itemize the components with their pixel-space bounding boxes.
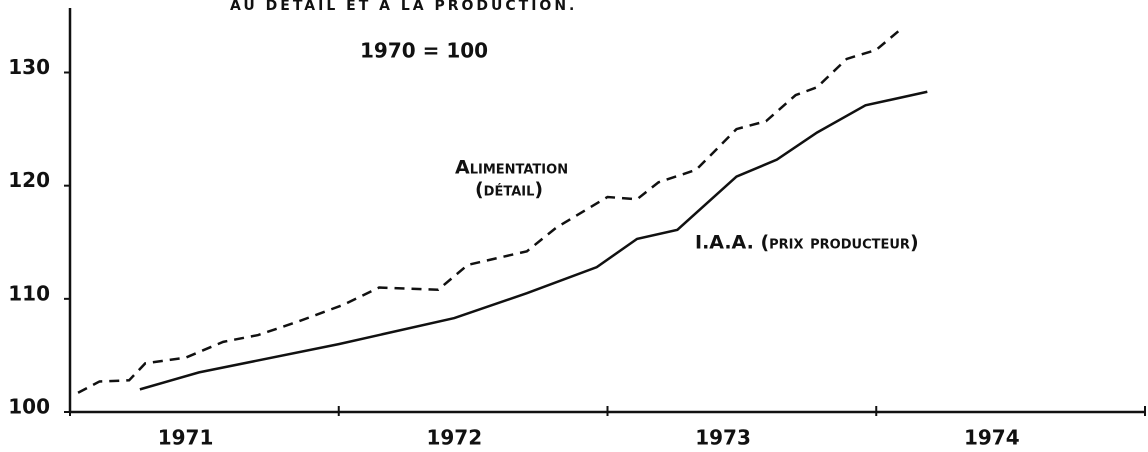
y-tick-label: 120: [8, 168, 50, 192]
x-category-label: 1974: [964, 426, 1020, 450]
x-category-label: 1973: [695, 426, 751, 450]
line: [139, 90, 928, 391]
line: [77, 28, 902, 394]
series-label: I.A.A. (prix producteur): [695, 232, 919, 254]
chart-subtitle: 1970 = 100: [360, 39, 488, 63]
y-tick-label: 110: [8, 281, 50, 305]
x-category-label: 1972: [426, 426, 482, 450]
x-category-label: 1971: [158, 426, 214, 450]
series-label: (détail): [475, 179, 543, 201]
chart-title: AU DÉTAIL ET À LA PRODUCTION.: [230, 0, 577, 14]
y-tick-label: 130: [8, 55, 50, 79]
y-tick-label: 100: [8, 395, 50, 419]
series-label: Alimentation: [455, 157, 568, 179]
